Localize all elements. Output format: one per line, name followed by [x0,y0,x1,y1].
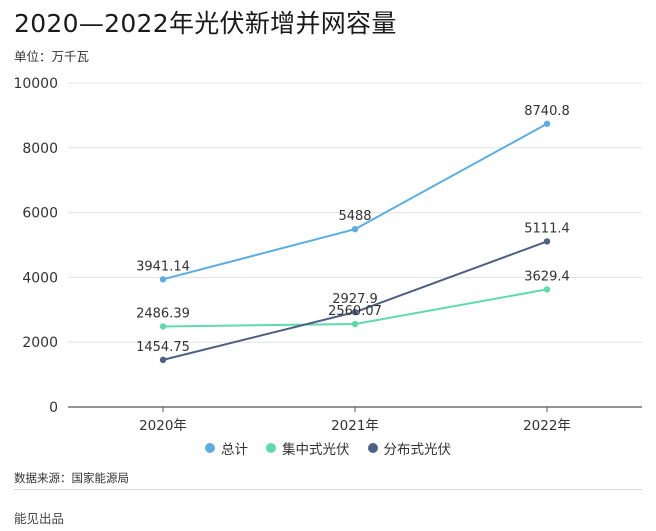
data-label: 1454.75 [136,340,190,355]
y-tick-label: 8000 [22,141,58,157]
x-tick-label: 2021年 [331,418,379,431]
x-tick-label: 2022年 [523,418,571,431]
line-chart: 0 2000 4000 6000 8000 10000 2020年 2021年 2022年 39… [13,76,642,431]
legend-marker-icon [266,443,276,453]
source-note: 数据来源：国家能源局 [14,471,129,485]
data-point [159,276,167,283]
legend-label: 分布式光伏 [383,442,452,458]
legend-marker-icon [205,443,215,453]
data-label: 8740.8 [524,104,570,119]
legend-label: 集中式光伏 [282,442,350,458]
data-label: 2927.9 [332,292,378,307]
legend-item: 总计 [205,438,248,458]
data-point [543,120,551,127]
data-label: 2560.07 [328,304,382,319]
y-tick-label: 2000 [22,335,58,351]
y-tick-label: 0 [49,400,58,416]
data-label: 5111.4 [524,221,570,236]
chart-title: 2020—2022年光伏新增并网容量 [14,9,397,38]
y-tick-label: 6000 [22,206,58,222]
data-point [543,286,551,293]
data-label: 3629.4 [524,269,570,284]
data-label: 2486.39 [136,306,190,321]
data-point [159,323,167,330]
legend-marker-icon [367,443,378,453]
divider [14,489,642,490]
series-lines [159,120,551,364]
data-label: 3941.14 [136,259,190,274]
data-point [351,308,359,316]
unit-label: 单位：万千瓦 [14,49,90,64]
legend-label: 总计 [221,442,248,458]
legend-item: 分布式光伏 [367,438,452,458]
brand-label: 能见出品 [14,511,65,526]
y-tick-label: 10000 [13,76,58,92]
y-tick-label: 4000 [22,270,58,286]
legend-item: 集中式光伏 [266,438,350,458]
data-point [159,356,167,364]
x-tick-label: 2020年 [139,418,187,431]
data-labels: 3941.14 5488 8740.8 2486.39 2560.07 3629.4 145… [136,104,570,355]
data-point [543,238,551,245]
data-point [351,320,359,328]
data-label: 5488 [338,209,371,224]
legend: 总计 集中式光伏 分布式光伏 [0,438,656,458]
axes: 0 2000 4000 6000 8000 10000 2020年 2021年 2022年 [13,76,642,431]
data-point [351,225,359,233]
series-line [162,122,548,281]
